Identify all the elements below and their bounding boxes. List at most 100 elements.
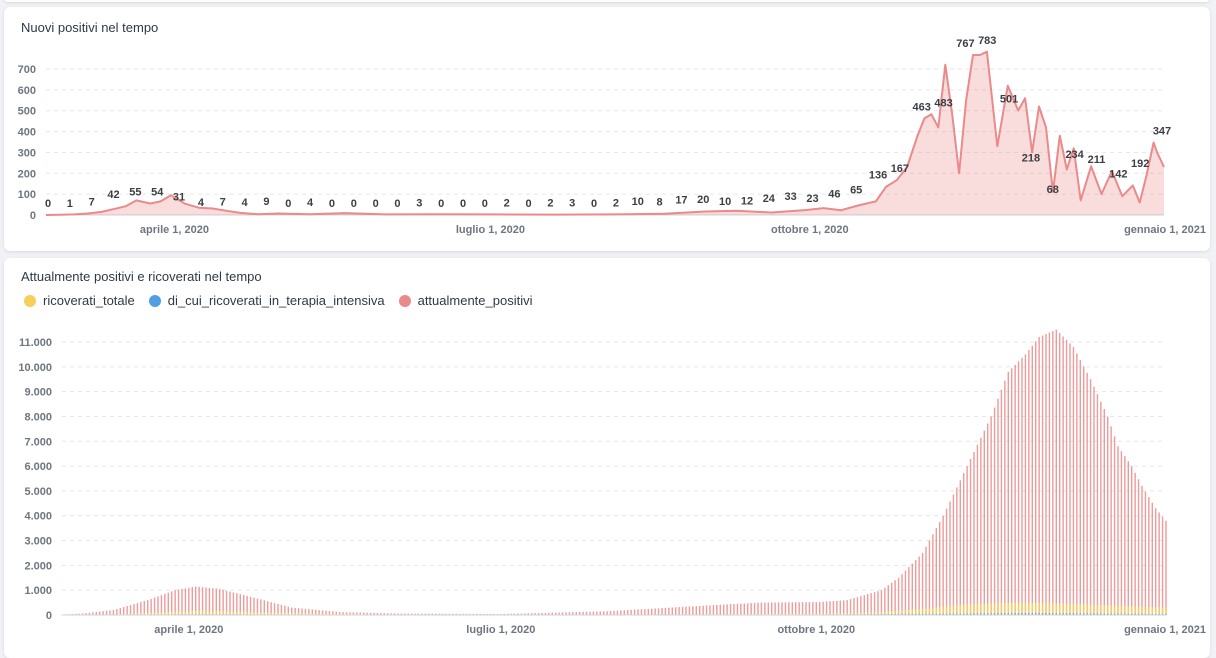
data-label: 501 bbox=[1000, 94, 1018, 106]
x-tick-label: gennaio 1, 2021 bbox=[1124, 224, 1206, 236]
bar bbox=[178, 590, 179, 615]
bar bbox=[888, 585, 889, 615]
bar bbox=[150, 599, 151, 615]
bar bbox=[877, 591, 878, 615]
bar bbox=[713, 605, 714, 615]
bar bbox=[1134, 606, 1135, 615]
bar bbox=[1038, 337, 1039, 615]
data-label: 483 bbox=[934, 97, 952, 109]
bar bbox=[997, 399, 998, 615]
bar bbox=[764, 603, 765, 615]
bar bbox=[1131, 466, 1132, 615]
data-label: 192 bbox=[1131, 158, 1149, 170]
bar bbox=[891, 583, 892, 615]
x-tick-label: ottobre 1, 2020 bbox=[771, 224, 849, 236]
bar bbox=[1086, 604, 1087, 615]
bar bbox=[1158, 512, 1159, 615]
data-label: 1 bbox=[67, 198, 73, 210]
bar bbox=[692, 606, 693, 615]
bar bbox=[613, 611, 614, 615]
bar bbox=[1097, 605, 1098, 615]
bar bbox=[181, 589, 182, 615]
bar bbox=[860, 596, 861, 615]
previous-card-edge bbox=[4, 0, 1210, 2]
y-tick-label: 300 bbox=[18, 147, 36, 159]
bar bbox=[912, 564, 913, 615]
data-label: 0 bbox=[591, 198, 597, 210]
bar bbox=[1124, 606, 1125, 615]
bar bbox=[600, 611, 601, 615]
bar bbox=[826, 601, 827, 615]
bar bbox=[822, 602, 823, 615]
bar bbox=[1090, 605, 1091, 615]
bar bbox=[925, 547, 926, 615]
bar bbox=[816, 602, 817, 615]
bar bbox=[1045, 334, 1046, 615]
bar bbox=[620, 610, 621, 615]
bar bbox=[1090, 379, 1091, 615]
data-label: 347 bbox=[1153, 126, 1171, 138]
bar bbox=[747, 603, 748, 615]
bar bbox=[908, 567, 909, 615]
bar bbox=[990, 603, 991, 615]
bar bbox=[702, 606, 703, 615]
bar bbox=[634, 610, 635, 615]
bar bbox=[840, 601, 841, 615]
bar bbox=[1028, 350, 1029, 615]
bar bbox=[778, 602, 779, 615]
bar bbox=[774, 602, 775, 615]
bar bbox=[1141, 607, 1142, 615]
y-tick-label: 0 bbox=[30, 210, 36, 222]
bar bbox=[1107, 605, 1108, 615]
y-tick-label: 700 bbox=[18, 64, 36, 76]
x-tick-label: luglio 1, 2020 bbox=[456, 224, 525, 236]
data-label: 17 bbox=[675, 194, 687, 206]
bar bbox=[929, 541, 930, 615]
bar bbox=[942, 516, 943, 615]
bar bbox=[699, 606, 700, 615]
data-label: 3 bbox=[416, 197, 422, 209]
bar bbox=[850, 599, 851, 615]
bar bbox=[1069, 343, 1070, 615]
bar bbox=[678, 607, 679, 615]
bar bbox=[1001, 390, 1002, 615]
bar bbox=[689, 606, 690, 615]
bar bbox=[1076, 353, 1077, 615]
bar bbox=[918, 557, 919, 616]
bar bbox=[984, 604, 985, 615]
bar bbox=[1158, 607, 1159, 615]
bar bbox=[1145, 492, 1146, 615]
data-label: 68 bbox=[1047, 184, 1059, 196]
bar bbox=[1083, 604, 1084, 615]
y-tick-label: 11.000 bbox=[19, 337, 52, 349]
bar bbox=[949, 502, 950, 615]
x-tick-label: aprile 1, 2020 bbox=[154, 624, 223, 636]
bar bbox=[1059, 333, 1060, 615]
bar bbox=[1138, 479, 1139, 615]
bar bbox=[120, 608, 121, 615]
bar bbox=[637, 609, 638, 615]
bar bbox=[682, 607, 683, 615]
chart-card-current-positives: Attualmente positivi e ricoverati nel te… bbox=[4, 258, 1210, 658]
bar bbox=[1073, 604, 1074, 615]
bar bbox=[144, 601, 145, 615]
bar bbox=[1121, 451, 1122, 615]
bar bbox=[709, 605, 710, 615]
data-label: 12 bbox=[741, 195, 753, 207]
bar bbox=[819, 602, 820, 615]
bar bbox=[672, 607, 673, 615]
bar bbox=[953, 606, 954, 615]
bar bbox=[171, 591, 172, 615]
bar bbox=[973, 452, 974, 615]
y-tick-label: 9.000 bbox=[24, 387, 52, 399]
bar bbox=[1083, 366, 1084, 615]
bar bbox=[1121, 606, 1122, 615]
bar bbox=[1025, 354, 1026, 615]
data-label: 2 bbox=[613, 198, 619, 210]
bar bbox=[853, 598, 854, 615]
data-label: 783 bbox=[978, 35, 996, 47]
data-label: 0 bbox=[525, 198, 531, 210]
bar bbox=[781, 602, 782, 615]
data-label: 24 bbox=[763, 193, 776, 205]
bar bbox=[829, 601, 830, 615]
